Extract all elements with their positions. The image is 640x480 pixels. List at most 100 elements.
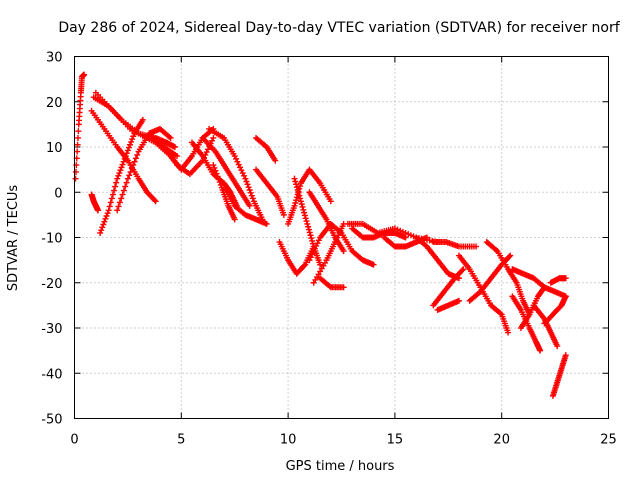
data-point [102,215,109,222]
y-axis-label: SDTVAR / TECUs [6,185,21,292]
data-point [562,293,569,300]
series-arc-ah [509,266,569,300]
data-point [249,195,256,202]
series-arc-am [547,275,569,286]
data-point [304,220,311,227]
series-arc-al [541,293,569,327]
data-point [299,203,306,210]
data-point [111,187,118,194]
data-point [562,275,569,282]
series-arc-g [114,125,174,214]
data-point [541,284,548,291]
data-point [455,297,462,304]
data-point [231,216,238,223]
data-point [298,201,305,208]
data-point [139,116,146,123]
data-point [171,144,178,150]
data-point [174,153,181,160]
series-arc-o [253,134,279,164]
data-point [291,175,298,182]
data-point [301,209,308,216]
series-arc-r [291,175,324,268]
series-arc-ad [434,297,462,313]
data-point [300,206,307,213]
data-point [242,175,249,182]
data-point [243,178,250,185]
data-point [122,153,129,160]
data-point [246,202,253,209]
data-point [119,191,126,198]
data-point [74,141,81,148]
data-point [306,229,313,236]
data-point [562,352,569,359]
data-point [130,162,137,169]
data-point [120,187,127,194]
data-point [122,183,129,190]
data-point [216,179,223,186]
data-point [292,199,299,206]
data-point [105,207,112,214]
series-arc-aj [517,284,548,331]
data-point [370,261,377,268]
data-point [317,261,324,268]
y-tick-label: -50 [41,413,62,428]
y-tick-label: 30 [46,51,63,66]
data-point [293,197,300,204]
data-point [244,181,251,188]
data-point [303,218,310,225]
series-arc-n [221,184,270,227]
data-point [297,195,304,202]
data-point [126,172,133,179]
series-arc-k [199,134,253,209]
data-point [473,243,480,250]
data-point [554,343,561,350]
series-arc-ai [509,293,544,354]
data-point [97,229,104,236]
x-tick-label: 5 [177,433,185,448]
x-tick-label: 15 [387,433,404,448]
data-point [460,266,467,273]
data-point [215,176,222,183]
y-tick-label: -10 [41,232,62,247]
data-point [124,175,131,182]
data-point [291,202,298,209]
data-point [237,164,244,171]
series-arc-ag [483,239,533,318]
data-point [127,168,134,175]
data-point [167,134,174,141]
data-point [507,252,514,259]
series-arc-b [88,191,101,214]
series-arc-w [276,239,317,277]
data-point [124,147,131,154]
data-point [152,198,159,205]
data-point [114,175,121,182]
data-point [203,149,210,156]
data-point [459,267,466,274]
data-point [115,172,122,179]
data-point [293,184,300,191]
data-point [302,215,309,222]
data-point [272,157,279,164]
data-point [292,178,299,185]
data-point [296,192,303,199]
data-point [125,144,132,151]
data-point [130,133,137,140]
data-point [100,221,107,228]
data-point [214,173,221,180]
data-point [217,181,224,188]
data-point [115,203,122,210]
data-point [118,195,125,202]
series-arc-af [466,252,514,304]
y-tick-label: 0 [54,186,62,201]
data-point [108,195,115,202]
data-point [72,168,79,175]
data-point [309,237,316,244]
data-point [213,170,220,177]
data-point [246,186,253,193]
data-point [293,181,300,188]
data-point [505,329,512,336]
data-point [506,253,513,260]
series-arc-ab [430,239,480,250]
data-point [109,191,116,198]
data-point [104,210,111,217]
